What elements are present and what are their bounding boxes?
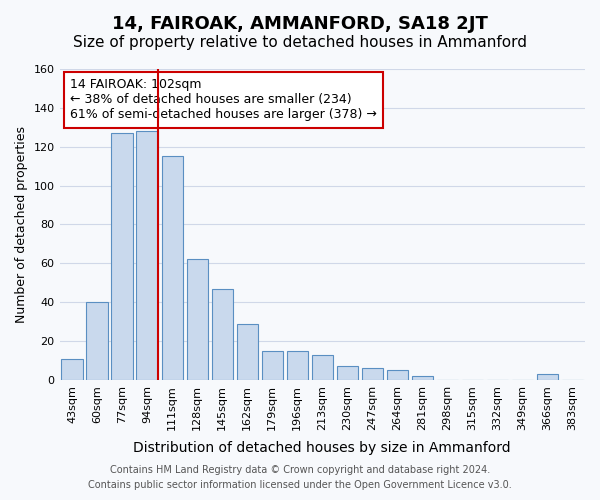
- Bar: [337, 366, 358, 380]
- Text: 14, FAIROAK, AMMANFORD, SA18 2JT: 14, FAIROAK, AMMANFORD, SA18 2JT: [112, 15, 488, 33]
- Bar: [212, 288, 233, 380]
- Bar: [311, 354, 333, 380]
- Bar: [61, 358, 83, 380]
- Bar: [262, 351, 283, 380]
- Text: 14 FAIROAK: 102sqm
← 38% of detached houses are smaller (234)
61% of semi-detach: 14 FAIROAK: 102sqm ← 38% of detached hou…: [70, 78, 377, 122]
- Bar: [187, 260, 208, 380]
- Text: Contains HM Land Registry data © Crown copyright and database right 2024.
Contai: Contains HM Land Registry data © Crown c…: [88, 465, 512, 490]
- Bar: [161, 156, 183, 380]
- X-axis label: Distribution of detached houses by size in Ammanford: Distribution of detached houses by size …: [133, 441, 511, 455]
- Bar: [362, 368, 383, 380]
- Bar: [236, 324, 258, 380]
- Bar: [287, 351, 308, 380]
- Bar: [412, 376, 433, 380]
- Bar: [387, 370, 408, 380]
- Bar: [136, 131, 158, 380]
- Text: Size of property relative to detached houses in Ammanford: Size of property relative to detached ho…: [73, 35, 527, 50]
- Bar: [112, 133, 133, 380]
- Bar: [537, 374, 558, 380]
- Y-axis label: Number of detached properties: Number of detached properties: [15, 126, 28, 323]
- Bar: [86, 302, 108, 380]
